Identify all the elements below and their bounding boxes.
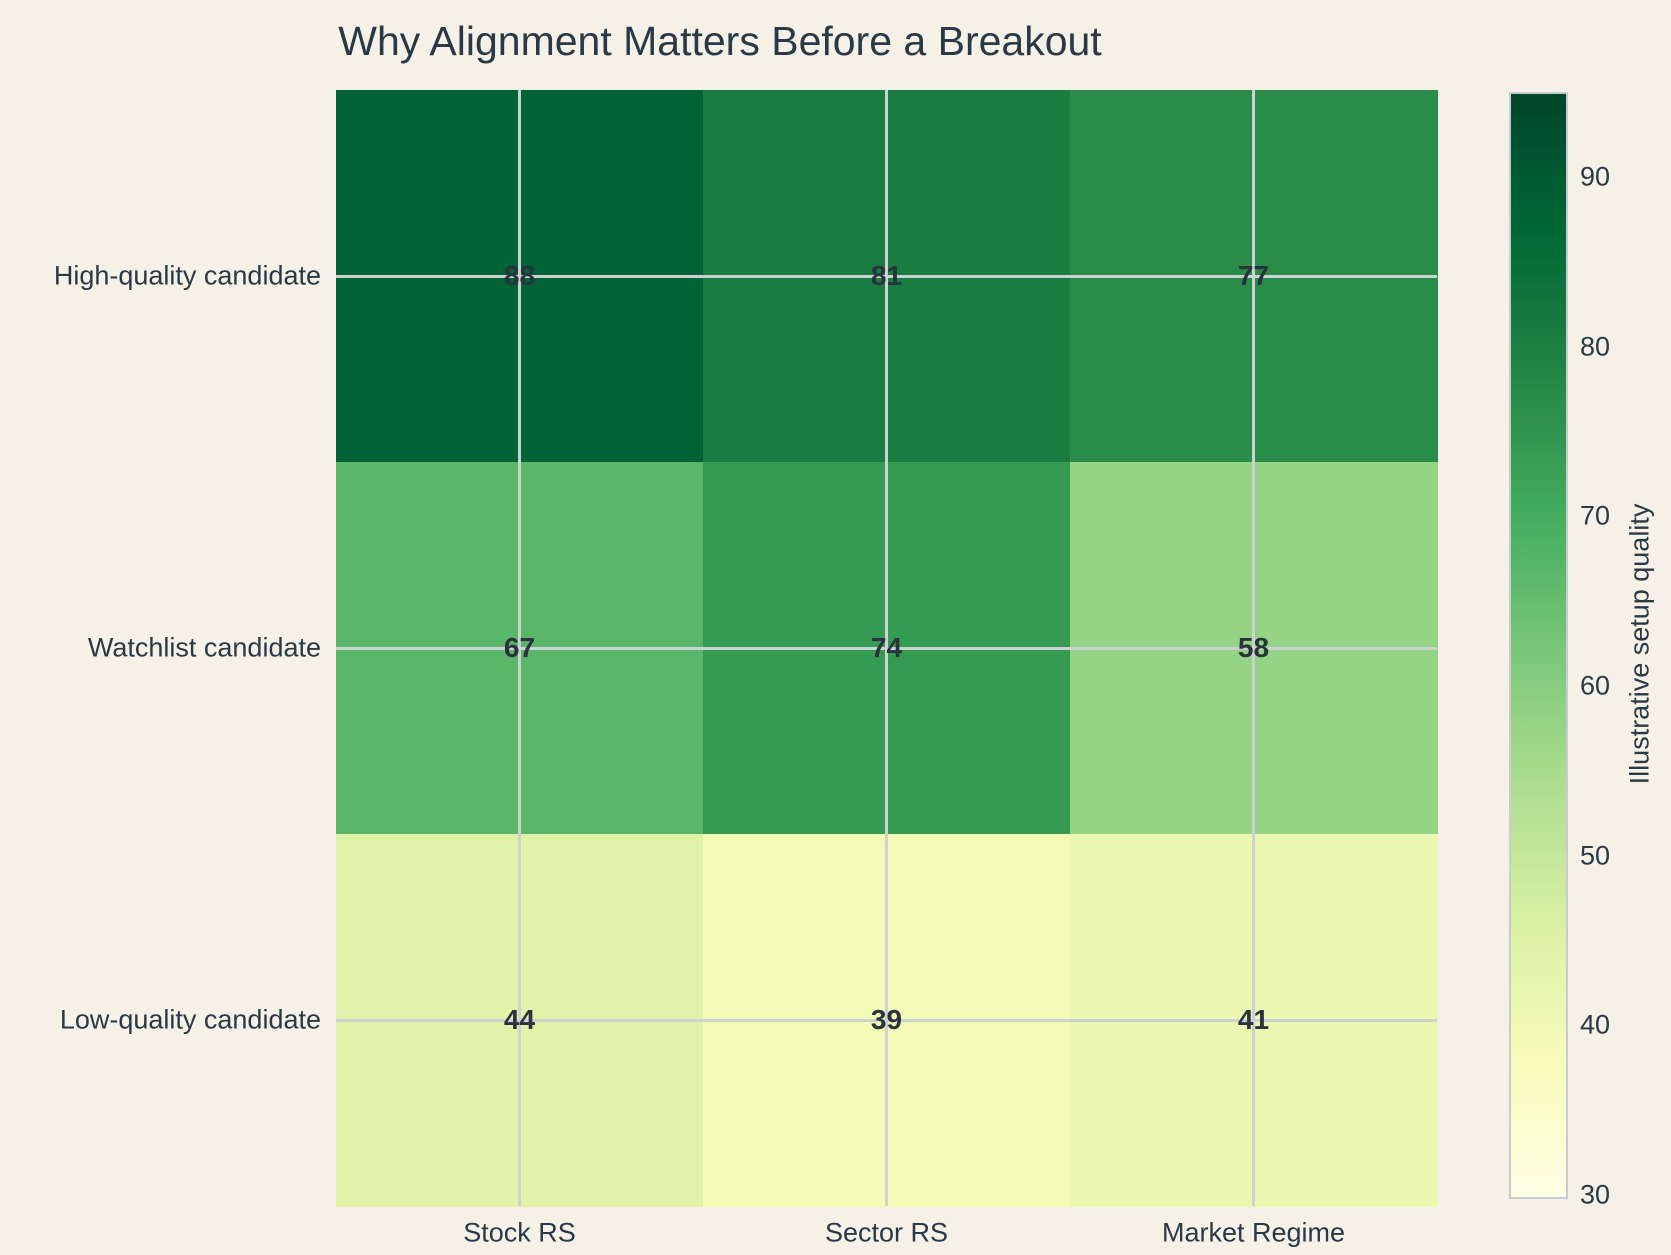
- colorbar-tick-label: 60: [1580, 670, 1611, 701]
- chart-title: Why Alignment Matters Before a Breakout: [338, 18, 1102, 64]
- y-gridline: [336, 274, 1437, 278]
- cell-value-label: 39: [870, 1004, 903, 1035]
- cell-value-label: 41: [1237, 1004, 1270, 1035]
- heatmap-plot-area: 88 81 77 67 74 58 44 39 41: [336, 90, 1438, 1207]
- y-gridline: [336, 1018, 1437, 1022]
- colorbar-tick-label: 80: [1580, 331, 1611, 362]
- x-axis-tick-label: Stock RS: [463, 1217, 576, 1248]
- y-gridline: [336, 646, 1437, 650]
- colorbar-tick-label: 30: [1580, 1179, 1611, 1210]
- cell-value-label: 77: [1237, 260, 1270, 291]
- cell-value-label: 74: [870, 632, 903, 663]
- x-axis-tick-label: Sector RS: [824, 1217, 949, 1248]
- colorbar-tick-label: 50: [1580, 840, 1611, 871]
- x-axis-tick-label: Market Regime: [1161, 1217, 1346, 1248]
- colorbar: [1509, 92, 1568, 1199]
- colorbar-title: Illustrative setup quality: [1624, 503, 1655, 784]
- cell-value-label: 67: [503, 632, 536, 663]
- colorbar-tick-label: 70: [1580, 500, 1611, 531]
- colorbar-tick-label: 40: [1580, 1009, 1611, 1040]
- y-axis-tick-label: Watchlist candidate: [87, 632, 321, 663]
- cell-value-label: 88: [503, 260, 536, 291]
- cell-value-label: 81: [870, 260, 903, 291]
- colorbar-tick-label: 90: [1580, 161, 1611, 192]
- cell-value-label: 44: [503, 1004, 536, 1035]
- cell-value-label: 58: [1237, 632, 1270, 663]
- y-axis-tick-label: High-quality candidate: [53, 260, 321, 291]
- y-axis-tick-label: Low-quality candidate: [59, 1004, 321, 1035]
